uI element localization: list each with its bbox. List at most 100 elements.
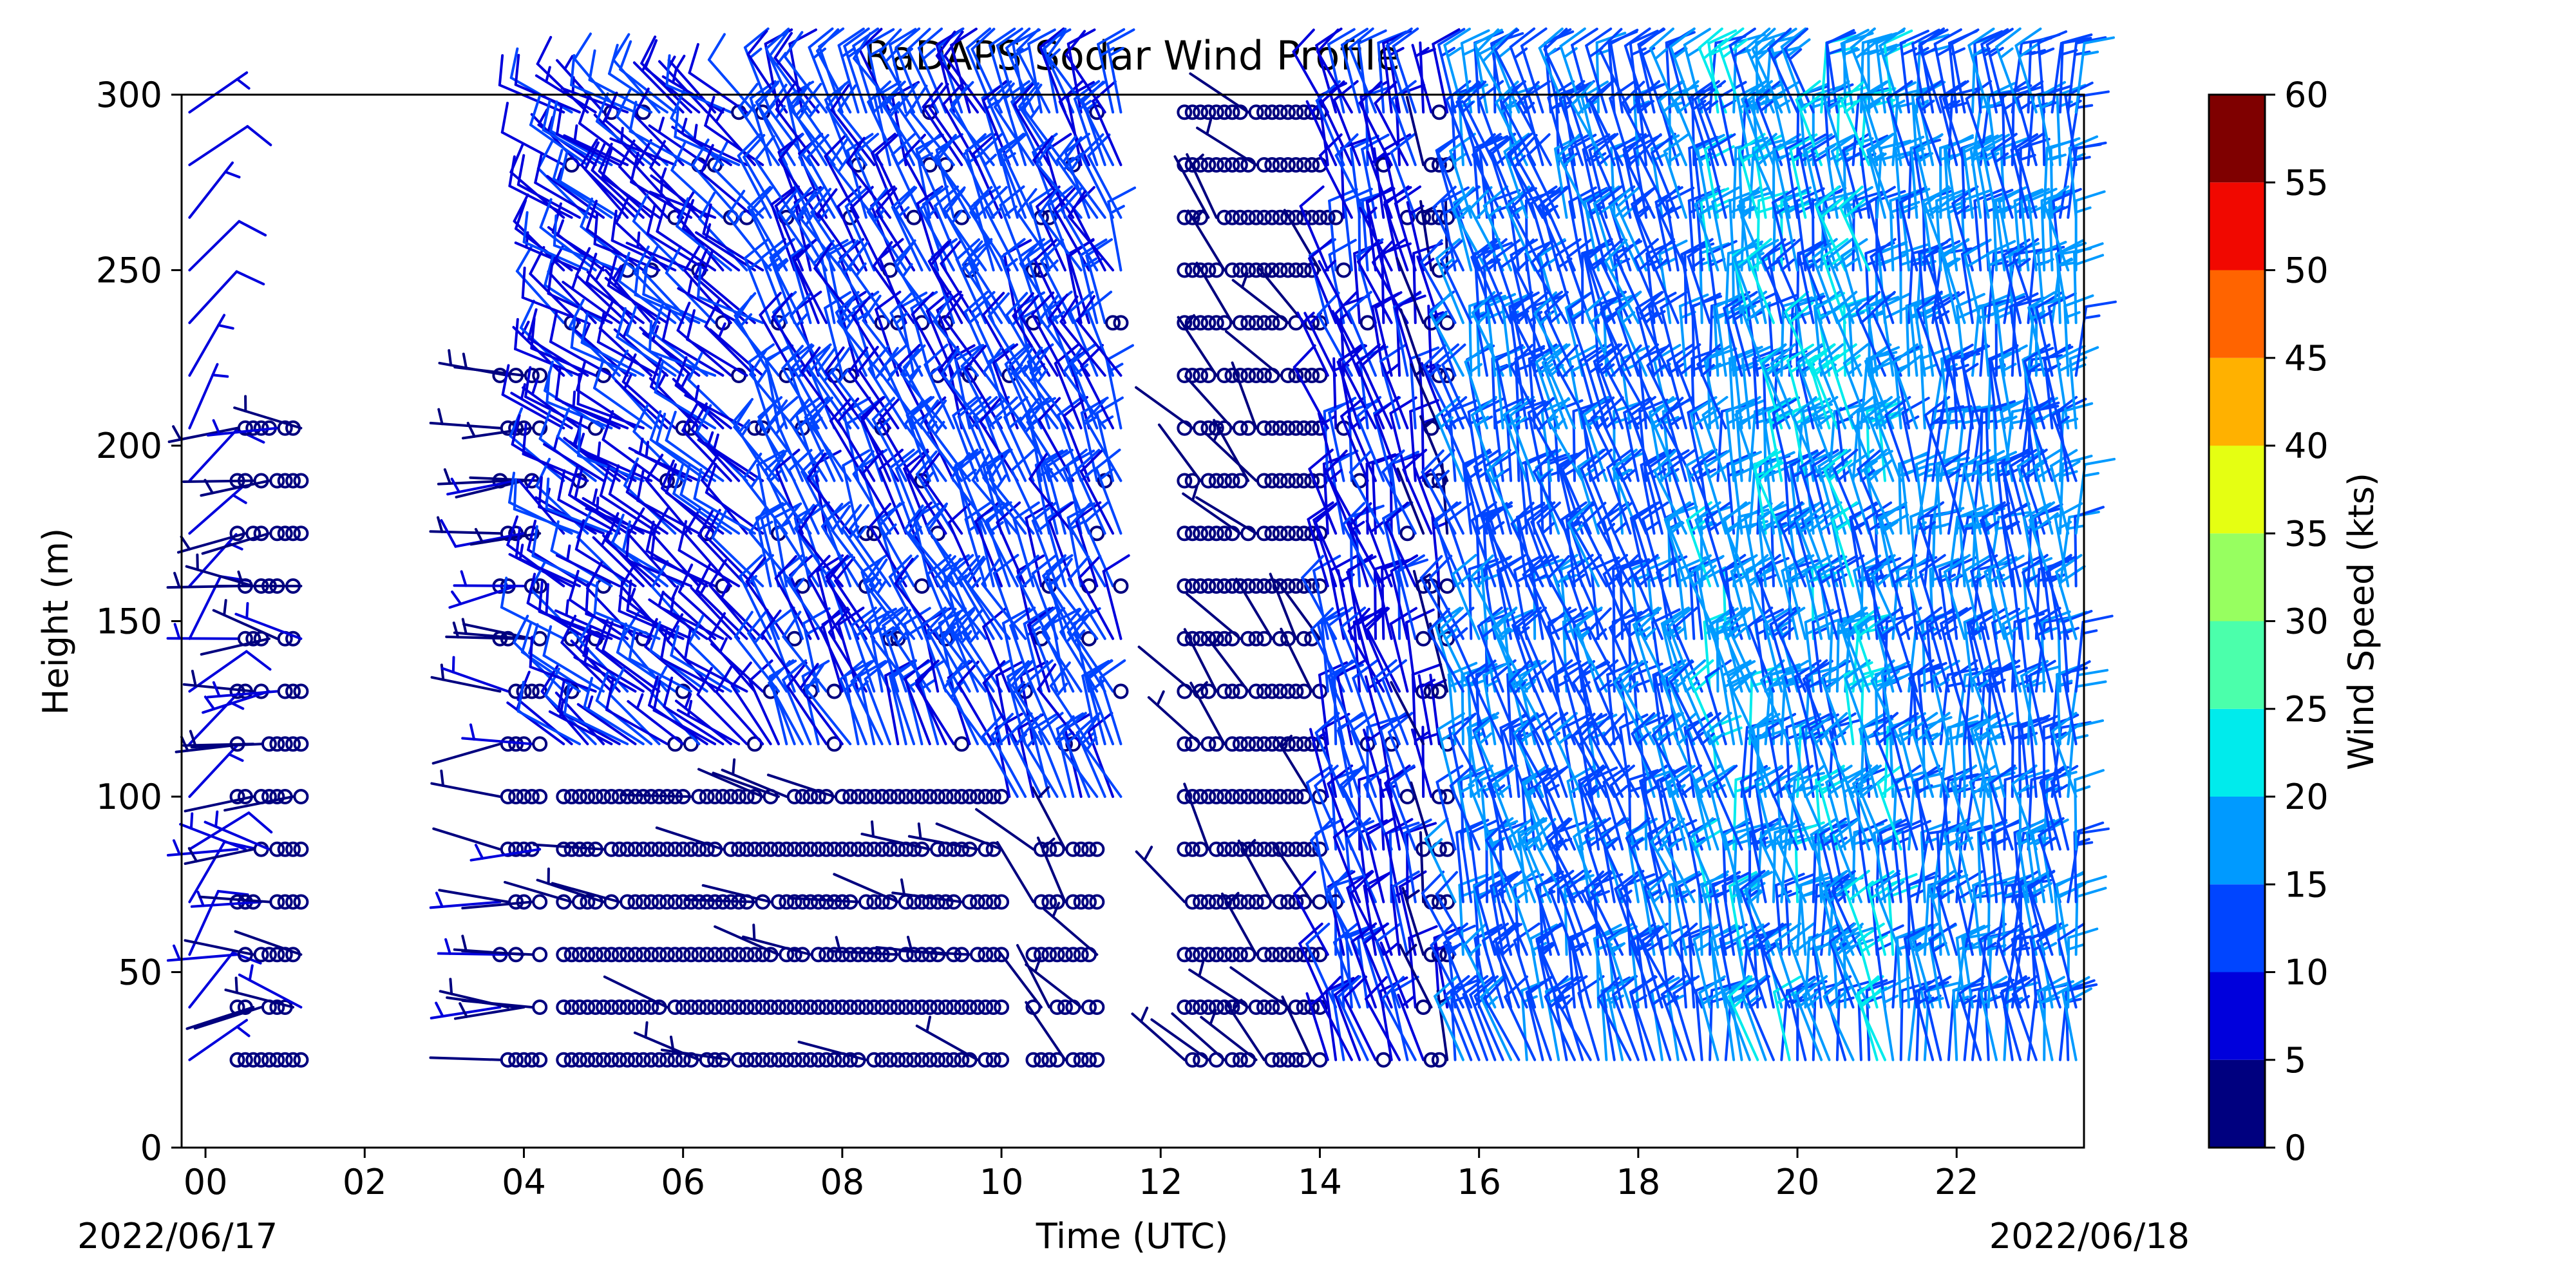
colorbar-tick-label: 15 xyxy=(2284,864,2329,905)
wind-barb xyxy=(182,479,255,484)
colorbar-tick-label: 55 xyxy=(2284,162,2329,203)
calm-marker xyxy=(293,894,309,910)
calm-marker xyxy=(723,841,739,857)
calm-marker xyxy=(643,894,659,910)
wind-barb xyxy=(188,1019,251,1061)
wind-barb xyxy=(674,692,732,746)
wind-barb xyxy=(453,618,526,640)
wind-barb xyxy=(233,395,303,430)
wind-barb xyxy=(588,49,653,114)
y-tick-label: 200 xyxy=(96,426,162,466)
wind-barb xyxy=(609,127,677,166)
y-tick-label: 100 xyxy=(96,777,162,817)
wind-barb xyxy=(469,476,542,482)
calm-marker xyxy=(269,473,285,489)
calm-marker xyxy=(277,473,293,489)
calm-marker xyxy=(269,736,285,752)
wind-barb xyxy=(538,476,605,535)
wind-barb xyxy=(582,625,645,693)
calm-marker xyxy=(229,1052,245,1068)
wind-barb xyxy=(642,263,708,325)
wind-barb xyxy=(561,390,629,430)
wind-barb xyxy=(230,570,303,587)
calm-marker xyxy=(651,947,667,963)
calm-marker xyxy=(643,1052,659,1068)
calm-marker xyxy=(277,894,293,910)
calm-marker xyxy=(667,999,683,1015)
wind-barb xyxy=(649,410,708,482)
wind-barb xyxy=(633,1021,701,1061)
wind-barb xyxy=(627,693,685,746)
wind-barb xyxy=(515,526,581,587)
wind-barb xyxy=(634,440,701,482)
calm-marker xyxy=(739,999,755,1015)
calm-marker xyxy=(556,999,572,1015)
wind-barb xyxy=(200,637,270,656)
calm-marker xyxy=(691,999,707,1015)
calm-marker xyxy=(500,736,516,752)
wind-barb xyxy=(504,880,573,904)
calm-marker xyxy=(611,947,627,963)
wind-barb xyxy=(683,628,748,693)
calm-marker xyxy=(508,789,524,804)
x-tick-label: 04 xyxy=(502,1162,546,1202)
wind-barb xyxy=(431,743,502,765)
calm-marker xyxy=(269,841,285,857)
calm-marker xyxy=(580,789,596,804)
wind-barb xyxy=(437,468,509,486)
wind-barb xyxy=(461,723,533,746)
colorbar-tick-label: 25 xyxy=(2284,689,2329,730)
wind-barb xyxy=(671,117,732,166)
wind-barb xyxy=(513,478,581,535)
calm-marker xyxy=(532,683,548,699)
y-tick-label: 300 xyxy=(96,75,162,115)
x-tick-label: 18 xyxy=(1616,1162,1660,1202)
calm-marker xyxy=(253,947,269,963)
calm-marker xyxy=(596,947,612,963)
calm-marker xyxy=(277,526,293,542)
wind-barb xyxy=(552,149,613,219)
wind-barb xyxy=(188,811,273,851)
wind-barb xyxy=(188,161,241,219)
x-axis-label: Time (UTC) xyxy=(1036,1216,1229,1256)
calm-marker xyxy=(723,789,739,804)
calm-marker xyxy=(245,630,261,647)
wind-barb xyxy=(514,231,581,272)
calm-marker xyxy=(532,736,548,752)
calm-marker xyxy=(587,999,603,1015)
calm-marker xyxy=(739,1052,755,1068)
calm-marker xyxy=(524,1052,540,1068)
calm-marker xyxy=(675,420,691,436)
wind-barb xyxy=(190,743,263,749)
colorbar-bin xyxy=(2209,1059,2265,1148)
calm-marker xyxy=(261,1052,277,1068)
calm-marker xyxy=(635,841,651,857)
calm-marker xyxy=(667,841,683,857)
wind-barb xyxy=(166,944,239,962)
x-tick-label: 14 xyxy=(1298,1162,1342,1202)
calm-marker xyxy=(667,947,683,963)
calm-marker xyxy=(611,999,627,1015)
calm-marker xyxy=(731,841,747,857)
wind-barb xyxy=(616,622,677,693)
wind-barb xyxy=(534,152,597,219)
wind-barb xyxy=(514,53,581,114)
wind-barb xyxy=(529,636,597,693)
wind-barb xyxy=(643,39,701,114)
calm-marker xyxy=(277,1052,293,1068)
calm-marker xyxy=(723,947,739,963)
wind-barb xyxy=(206,681,279,699)
wind-barb xyxy=(522,211,589,272)
wind-barb xyxy=(521,266,589,325)
calm-marker xyxy=(500,789,516,804)
x-tick-label: 12 xyxy=(1139,1162,1183,1202)
calm-marker xyxy=(508,841,524,857)
calm-marker xyxy=(237,420,253,436)
calm-marker xyxy=(269,947,285,963)
x-tick-label: 22 xyxy=(1935,1162,1979,1202)
calm-marker xyxy=(293,736,309,752)
wind-barb xyxy=(461,900,533,910)
plot-area xyxy=(166,27,2117,1149)
wind-barb xyxy=(553,214,621,272)
calm-marker xyxy=(627,1052,643,1068)
